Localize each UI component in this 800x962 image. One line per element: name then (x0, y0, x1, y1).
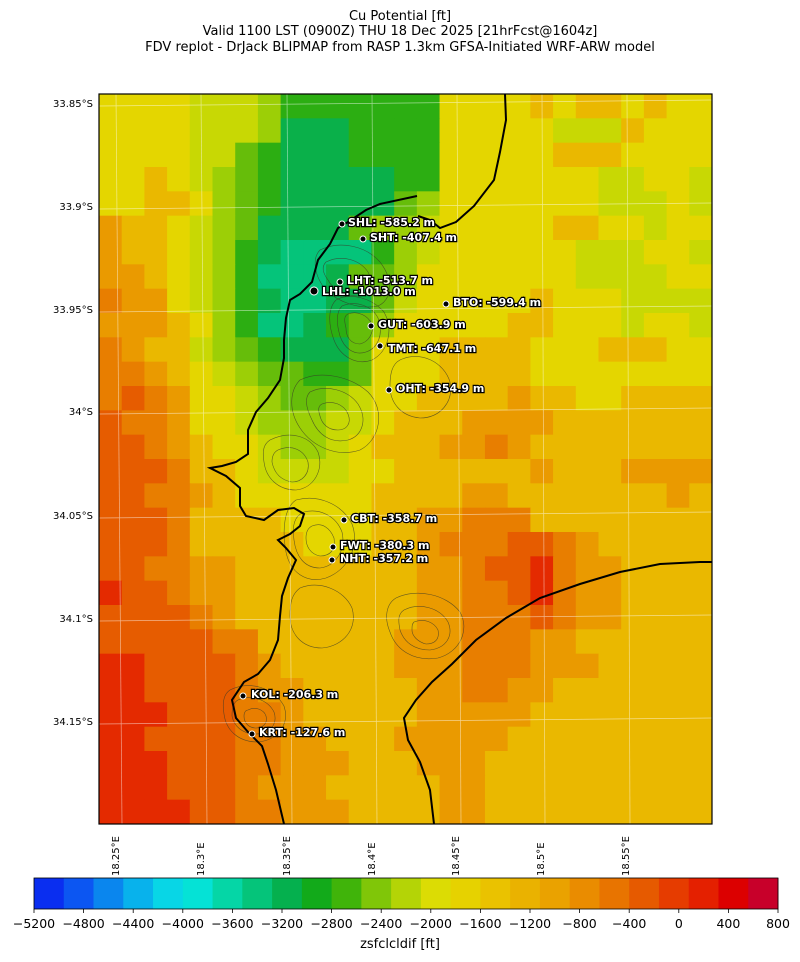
station-markers: SHL: -585.2 m SHT: -407.4 m LHT: -513.7 mL… (239, 215, 542, 740)
colorbar-tick-label: −400 (612, 916, 647, 931)
contour-lines (222, 244, 465, 743)
valid-time-subtitle: Valid 1100 LST (0900Z) THU 18 Dec 2025 [… (202, 24, 598, 39)
station-label: NHT: -357.2 m (340, 552, 428, 565)
colorbar-segment (480, 878, 511, 909)
station-label: OHT: -354.9 m (396, 382, 484, 395)
colorbar-tick-label: 800 (766, 916, 790, 931)
colorbar-tick-label: −2000 (409, 916, 452, 931)
station-label: BTO: -599.4 m (453, 296, 541, 309)
colorbar-segment (391, 878, 422, 909)
station-marker (338, 220, 346, 228)
colorbar-tick-label: −4400 (112, 916, 155, 931)
colorbar-tick-label: 0 (674, 916, 683, 931)
station-marker (385, 386, 393, 394)
chart-title: Cu Potential [ft] (348, 9, 452, 24)
colorbar-segment (331, 878, 362, 909)
colorbar-segment (34, 878, 65, 909)
colorbar (33, 878, 779, 913)
station-marker (248, 730, 256, 738)
colorbar-tick-label: −3600 (211, 916, 254, 931)
latitude-tick-label: 34.15°S (53, 717, 93, 728)
station-label: SHL: -585.2 m (348, 216, 435, 229)
colorbar-segment (658, 878, 690, 909)
colorbar-segment (599, 878, 630, 909)
colorbar-title: zsfclcldif [ft] (360, 937, 440, 952)
station-marker (442, 300, 450, 308)
colorbar-segment (539, 878, 571, 909)
latitude-tick-label: 33.85°S (53, 99, 93, 110)
station-label: CBT: -358.7 m (351, 512, 437, 525)
station-marker (376, 342, 384, 350)
colorbar-segment (420, 878, 452, 909)
colorbar-segment (748, 878, 779, 909)
model-source-subtitle: FDV replot - DrJack BLIPMAP from RASP 1.… (145, 40, 655, 55)
colorbar-segment (182, 878, 213, 909)
colorbar-segment (123, 878, 154, 909)
longitude-tick-label: 18.35°E (282, 836, 293, 876)
colorbar-segment (301, 878, 332, 909)
colorbar-segment (718, 878, 749, 909)
colorbar-tick-label: −1200 (508, 916, 552, 931)
station-label: FWT: -380.3 m (340, 539, 429, 552)
longitude-tick-label: 18.55°E (621, 836, 632, 876)
colorbar-segment (63, 878, 94, 909)
colorbar-tick-label: −1600 (459, 916, 502, 931)
station-marker (309, 286, 319, 296)
colorbar-frame (33, 877, 779, 910)
colorbar-segment (242, 878, 273, 909)
station-label: SHT: -407.4 m (370, 231, 457, 244)
station-marker (329, 543, 337, 551)
colorbar-tick-label: −4000 (161, 916, 204, 931)
colorbar-tick-label: 400 (716, 916, 741, 931)
graticule (99, 94, 712, 824)
station-marker (336, 278, 344, 286)
station-label: TMT: -647.1 m (388, 342, 476, 355)
colorbar-segment (450, 878, 481, 909)
colorbar-segment (629, 878, 660, 909)
longitude-tick-label: 18.3°E (196, 842, 207, 876)
station-marker (340, 516, 348, 524)
map-frame (98, 93, 713, 825)
latitude-tick-label: 34.1°S (59, 614, 93, 625)
station-marker (359, 235, 367, 243)
colorbar-segment (688, 878, 719, 909)
station-label: GUT: -603.9 m (378, 318, 466, 331)
colorbar-segment (93, 878, 124, 909)
colorbar-tick-label: −4800 (62, 916, 105, 931)
colorbar-tick-label: −2800 (310, 916, 353, 931)
station-marker (328, 556, 336, 564)
colorbar-segment (569, 878, 600, 909)
station-label: LHL: -1013.0 m (322, 285, 416, 298)
station-label: KOL: -206.3 m (251, 688, 338, 701)
colorbar-segment (153, 878, 184, 909)
latitude-tick-label: 33.9°S (59, 202, 93, 213)
colorbar-segment (272, 878, 303, 909)
longitude-tick-label: 18.5°E (536, 842, 547, 876)
longitude-tick-label: 18.45°E (451, 836, 462, 876)
coastline (206, 94, 712, 824)
colorbar-tick-label: −2400 (360, 916, 403, 931)
colorbar-segment (361, 878, 392, 909)
cu-potential-grid (99, 94, 712, 824)
latitude-tick-label: 34.05°S (53, 511, 93, 522)
colorbar-tick-label: −800 (562, 916, 597, 931)
latitude-tick-label: 34°S (68, 407, 93, 418)
station-label: LHT: -513.7 m (347, 274, 433, 287)
station-marker (367, 322, 375, 330)
longitude-tick-label: 18.4°E (367, 842, 378, 876)
colorbar-segment (510, 878, 541, 909)
latitude-tick-label: 33.95°S (53, 305, 93, 316)
station-label: KRT: -127.6 m (259, 726, 345, 739)
colorbar-tick-label: −5200 (12, 916, 56, 931)
station-marker (239, 692, 247, 700)
colorbar-segment (212, 878, 243, 909)
colorbar-tick-label: −3200 (260, 916, 304, 931)
longitude-tick-label: 18.25°E (111, 836, 122, 876)
